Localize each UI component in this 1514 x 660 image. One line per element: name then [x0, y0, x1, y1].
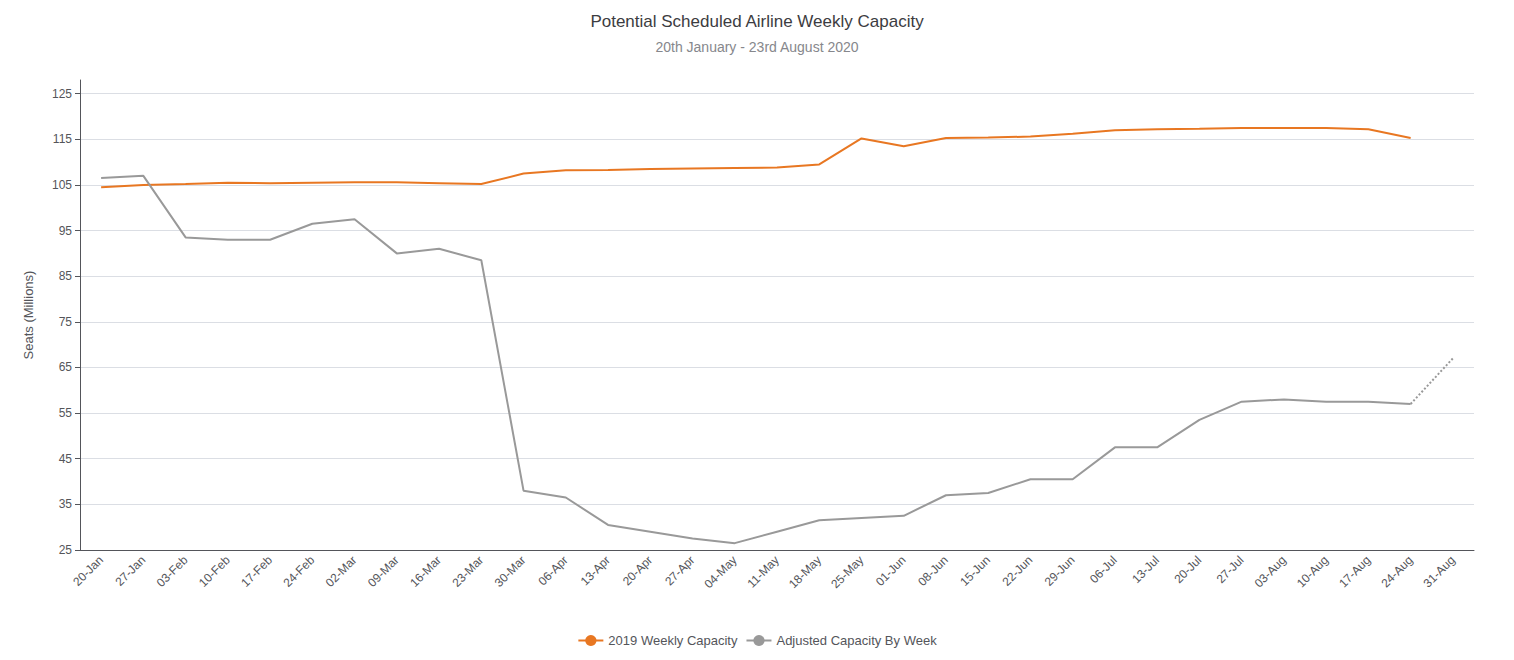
svg-text:Seats (Millions): Seats (Millions) — [21, 271, 36, 360]
svg-text:30-Mar: 30-Mar — [492, 553, 529, 590]
svg-text:24-Aug: 24-Aug — [1378, 553, 1415, 590]
svg-text:09-Mar: 09-Mar — [365, 553, 402, 590]
svg-text:23-Mar: 23-Mar — [450, 553, 487, 590]
svg-text:25-May: 25-May — [828, 553, 866, 591]
svg-text:65: 65 — [59, 360, 73, 374]
svg-text:95: 95 — [59, 224, 73, 238]
svg-text:06-Jul: 06-Jul — [1087, 553, 1120, 586]
svg-text:16-Mar: 16-Mar — [407, 553, 444, 590]
svg-text:22-Jun: 22-Jun — [1000, 553, 1036, 589]
svg-text:03-Aug: 03-Aug — [1252, 553, 1289, 590]
svg-text:11-May: 11-May — [744, 553, 782, 591]
svg-text:Potential Scheduled Airline We: Potential Scheduled Airline Weekly Capac… — [590, 12, 924, 31]
svg-text:13-Jul: 13-Jul — [1129, 553, 1162, 586]
svg-text:17-Feb: 17-Feb — [238, 553, 275, 590]
svg-text:24-Feb: 24-Feb — [281, 553, 318, 590]
svg-text:27-Apr: 27-Apr — [662, 553, 697, 588]
svg-text:15-Jun: 15-Jun — [957, 553, 993, 589]
svg-text:29-Jun: 29-Jun — [1042, 553, 1078, 589]
svg-text:75: 75 — [59, 315, 73, 329]
svg-text:20-Apr: 20-Apr — [620, 553, 655, 588]
svg-text:20-Jan: 20-Jan — [70, 553, 106, 589]
svg-text:10-Feb: 10-Feb — [196, 553, 233, 590]
svg-text:45: 45 — [59, 452, 73, 466]
svg-text:10-Aug: 10-Aug — [1294, 553, 1331, 590]
svg-text:01-Jun: 01-Jun — [873, 553, 909, 589]
svg-text:04-May: 04-May — [702, 553, 740, 591]
svg-text:85: 85 — [59, 269, 73, 283]
svg-text:35: 35 — [59, 497, 73, 511]
svg-text:Adjusted Capacity By Week: Adjusted Capacity By Week — [776, 633, 937, 648]
svg-text:25: 25 — [59, 543, 73, 557]
svg-text:20-Jul: 20-Jul — [1171, 553, 1204, 586]
svg-text:31-Aug: 31-Aug — [1421, 553, 1458, 590]
svg-text:17-Aug: 17-Aug — [1336, 553, 1373, 590]
svg-text:03-Feb: 03-Feb — [154, 553, 191, 590]
svg-text:13-Apr: 13-Apr — [578, 553, 613, 588]
svg-text:02-Mar: 02-Mar — [323, 553, 360, 590]
svg-text:08-Jun: 08-Jun — [915, 553, 951, 589]
svg-text:125: 125 — [52, 87, 72, 101]
svg-text:27-Jul: 27-Jul — [1214, 553, 1247, 586]
svg-text:55: 55 — [59, 406, 73, 420]
svg-text:105: 105 — [52, 178, 72, 192]
svg-text:20th January - 23rd August 202: 20th January - 23rd August 2020 — [655, 39, 858, 55]
svg-text:18-May: 18-May — [786, 553, 824, 591]
svg-text:06-Apr: 06-Apr — [535, 553, 570, 588]
svg-text:115: 115 — [53, 132, 72, 146]
svg-text:2019 Weekly Capacity: 2019 Weekly Capacity — [608, 633, 738, 648]
svg-text:27-Jan: 27-Jan — [112, 553, 148, 589]
